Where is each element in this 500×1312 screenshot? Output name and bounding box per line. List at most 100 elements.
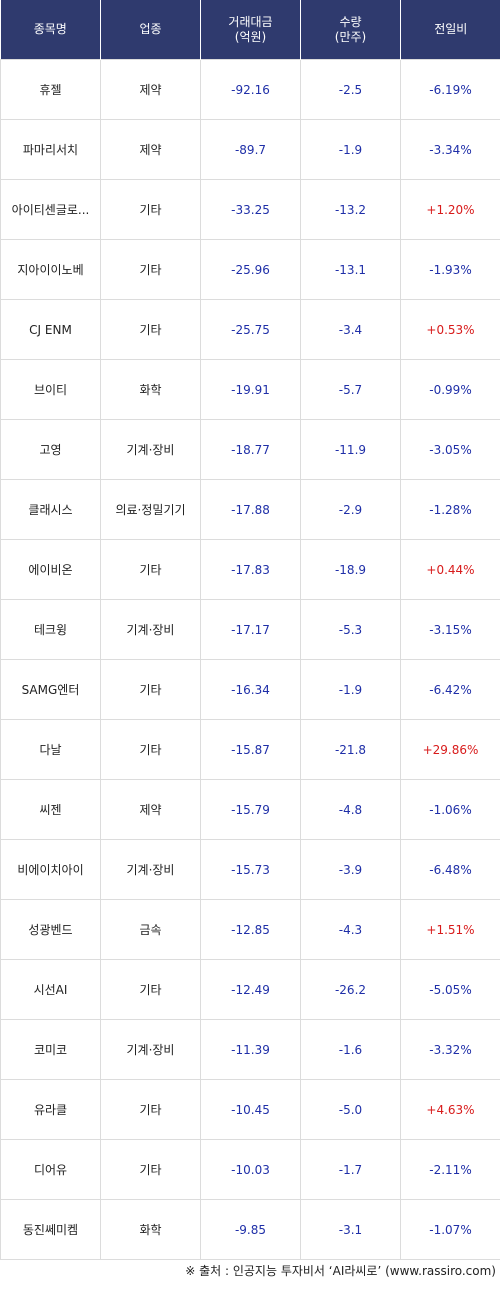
cell-amount: -12.85 [200, 899, 301, 960]
cell-volume: -21.8 [300, 719, 401, 780]
cell-name: 파마리서치 [0, 119, 101, 180]
header-change: 전일비 [400, 0, 500, 60]
cell-volume: -2.9 [300, 479, 401, 540]
cell-volume: -4.3 [300, 899, 401, 960]
cell-change: -3.05% [400, 419, 500, 480]
cell-sector: 기계·장비 [100, 839, 201, 900]
cell-sector: 기타 [100, 659, 201, 720]
cell-sector: 제약 [100, 59, 201, 120]
cell-sector: 기타 [100, 239, 201, 300]
cell-volume: -5.7 [300, 359, 401, 420]
table-row: 성광벤드 금속 -12.85 -4.3 +1.51% [0, 899, 500, 960]
cell-volume: -1.9 [300, 659, 401, 720]
stock-table: 종목명 업종 거래대금 (억원) 수량 (만주) 전일비 휴젤 제약 -92.16 -2.… [0, 0, 500, 1260]
cell-name: 동진쎄미켐 [0, 1199, 101, 1260]
cell-change: +0.44% [400, 539, 500, 600]
cell-name: 클래시스 [0, 479, 101, 540]
table-row: 코미코 기계·장비 -11.39 -1.6 -3.32% [0, 1019, 500, 1080]
cell-volume: -3.1 [300, 1199, 401, 1260]
table-row: 씨젠 제약 -15.79 -4.8 -1.06% [0, 779, 500, 840]
cell-name: 다날 [0, 719, 101, 780]
cell-volume: -3.9 [300, 839, 401, 900]
table-row: 파마리서치 제약 -89.7 -1.9 -3.34% [0, 119, 500, 180]
header-volume: 수량 (만주) [300, 0, 401, 60]
table-row: CJ ENM 기타 -25.75 -3.4 +0.53% [0, 299, 500, 360]
cell-volume: -5.0 [300, 1079, 401, 1140]
cell-name: 브이티 [0, 359, 101, 420]
cell-volume: -18.9 [300, 539, 401, 600]
cell-amount: -25.96 [200, 239, 301, 300]
cell-amount: -17.88 [200, 479, 301, 540]
cell-sector: 기계·장비 [100, 1019, 201, 1080]
cell-sector: 기타 [100, 1139, 201, 1200]
cell-sector: 기타 [100, 1079, 201, 1140]
cell-amount: -18.77 [200, 419, 301, 480]
cell-sector: 제약 [100, 119, 201, 180]
cell-volume: -13.1 [300, 239, 401, 300]
cell-name: 에이비온 [0, 539, 101, 600]
source-note: ※ 출처 : 인공지능 투자비서 ‘AI라씨로’ (www.rassiro.co… [185, 1264, 496, 1278]
cell-change: -3.32% [400, 1019, 500, 1080]
table-row: 브이티 화학 -19.91 -5.7 -0.99% [0, 359, 500, 420]
cell-change: -1.07% [400, 1199, 500, 1260]
cell-volume: -26.2 [300, 959, 401, 1020]
cell-amount: -92.16 [200, 59, 301, 120]
cell-sector: 금속 [100, 899, 201, 960]
cell-volume: -5.3 [300, 599, 401, 660]
cell-volume: -11.9 [300, 419, 401, 480]
cell-volume: -4.8 [300, 779, 401, 840]
cell-change: +1.20% [400, 179, 500, 240]
cell-change: +1.51% [400, 899, 500, 960]
cell-name: CJ ENM [0, 299, 101, 360]
cell-change: -1.28% [400, 479, 500, 540]
cell-change: -6.19% [400, 59, 500, 120]
cell-amount: -15.87 [200, 719, 301, 780]
table-header-row: 종목명 업종 거래대금 (억원) 수량 (만주) 전일비 [0, 0, 500, 60]
cell-name: 코미코 [0, 1019, 101, 1080]
table-row: 다날 기타 -15.87 -21.8 +29.86% [0, 719, 500, 780]
cell-change: +0.53% [400, 299, 500, 360]
cell-change: -2.11% [400, 1139, 500, 1200]
cell-amount: -19.91 [200, 359, 301, 420]
cell-volume: -3.4 [300, 299, 401, 360]
cell-amount: -25.75 [200, 299, 301, 360]
cell-change: -1.06% [400, 779, 500, 840]
table-row: 디어유 기타 -10.03 -1.7 -2.11% [0, 1139, 500, 1200]
cell-name: 비에이치아이 [0, 839, 101, 900]
cell-sector: 화학 [100, 359, 201, 420]
cell-name: 씨젠 [0, 779, 101, 840]
cell-name: 지아이이노베 [0, 239, 101, 300]
cell-sector: 기타 [100, 719, 201, 780]
cell-amount: -10.45 [200, 1079, 301, 1140]
table-row: 아이티센글로... 기타 -33.25 -13.2 +1.20% [0, 179, 500, 240]
table-row: 시선AI 기타 -12.49 -26.2 -5.05% [0, 959, 500, 1020]
table-row: 클래시스 의료·정밀기기 -17.88 -2.9 -1.28% [0, 479, 500, 540]
cell-amount: -15.79 [200, 779, 301, 840]
cell-amount: -16.34 [200, 659, 301, 720]
cell-amount: -17.83 [200, 539, 301, 600]
cell-name: 테크윙 [0, 599, 101, 660]
table-row: 비에이치아이 기계·장비 -15.73 -3.9 -6.48% [0, 839, 500, 900]
cell-volume: -2.5 [300, 59, 401, 120]
cell-change: -3.34% [400, 119, 500, 180]
cell-amount: -11.39 [200, 1019, 301, 1080]
table-row: 고영 기계·장비 -18.77 -11.9 -3.05% [0, 419, 500, 480]
cell-change: -1.93% [400, 239, 500, 300]
cell-change: +29.86% [400, 719, 500, 780]
cell-amount: -12.49 [200, 959, 301, 1020]
cell-sector: 기타 [100, 299, 201, 360]
header-sector: 업종 [100, 0, 201, 60]
cell-volume: -1.9 [300, 119, 401, 180]
cell-sector: 기타 [100, 959, 201, 1020]
header-amount: 거래대금 (억원) [200, 0, 301, 60]
cell-sector: 의료·정밀기기 [100, 479, 201, 540]
header-name: 종목명 [0, 0, 101, 60]
cell-amount: -15.73 [200, 839, 301, 900]
cell-sector: 기계·장비 [100, 419, 201, 480]
cell-change: -3.15% [400, 599, 500, 660]
table-row: 에이비온 기타 -17.83 -18.9 +0.44% [0, 539, 500, 600]
cell-amount: -89.7 [200, 119, 301, 180]
cell-amount: -33.25 [200, 179, 301, 240]
cell-sector: 기타 [100, 179, 201, 240]
